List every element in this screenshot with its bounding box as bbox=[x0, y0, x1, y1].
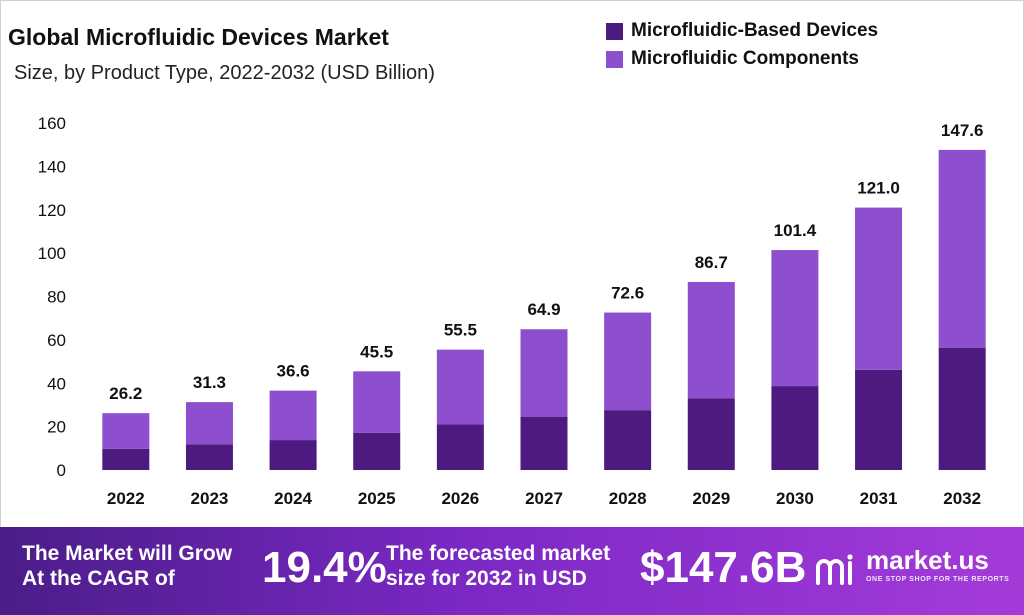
bar-based-devices-2028[interactable] bbox=[604, 410, 652, 470]
chart-subtitle: Size, by Product Type, 2022-2032 (USD Bi… bbox=[14, 62, 435, 84]
bar-components-2029[interactable] bbox=[687, 281, 735, 399]
bar-components-2030[interactable] bbox=[771, 250, 819, 387]
y-tick-label-80: 80 bbox=[47, 288, 66, 307]
bar-components-2028[interactable] bbox=[604, 312, 652, 411]
data-label-2026: 55.5 bbox=[444, 321, 477, 340]
x-tick-label-2022: 2022 bbox=[107, 489, 145, 508]
x-tick-label-2023: 2023 bbox=[191, 489, 229, 508]
legend-swatch-components bbox=[606, 50, 623, 68]
chart-title: Global Microfluidic Devices Market bbox=[8, 24, 389, 50]
bar-based-devices-2030[interactable] bbox=[771, 386, 819, 470]
bar-based-devices-2026[interactable] bbox=[436, 424, 484, 470]
data-label-2032: 147.6 bbox=[941, 121, 984, 140]
x-tick-label-2027: 2027 bbox=[525, 489, 563, 508]
chart-plot: 0 20 40 60 80 100 120 140 160 26.2 2022 31.3 2023 36.… bbox=[38, 114, 986, 508]
x-tick-label-2028: 2028 bbox=[609, 489, 647, 508]
x-tick-label-2025: 2025 bbox=[358, 489, 396, 508]
y-tick-label-20: 20 bbox=[47, 418, 66, 437]
legend-item-components[interactable]: Microfluidic Components bbox=[606, 48, 859, 69]
bar-components-2027[interactable] bbox=[520, 329, 568, 417]
brand-name[interactable]: market.us bbox=[866, 545, 989, 575]
y-tick-label-140: 140 bbox=[38, 157, 66, 176]
bar-components-2024[interactable] bbox=[269, 390, 317, 441]
cagr-value: 19.4% bbox=[262, 543, 387, 592]
y-tick-label-40: 40 bbox=[47, 374, 66, 393]
y-tick-label-0: 0 bbox=[57, 461, 66, 480]
bar-based-devices-2024[interactable] bbox=[269, 440, 317, 470]
x-tick-label-2024: 2024 bbox=[274, 489, 312, 508]
bar-components-2025[interactable] bbox=[353, 371, 401, 433]
data-label-2024: 36.6 bbox=[277, 362, 310, 381]
x-tick-label-2032: 2032 bbox=[943, 489, 981, 508]
y-tick-label-160: 160 bbox=[38, 114, 66, 133]
y-tick-label-60: 60 bbox=[47, 331, 66, 350]
legend-label-components: Microfluidic Components bbox=[631, 48, 859, 69]
footer-banner: The Market will Grow At the CAGR of 19.4… bbox=[0, 527, 1024, 615]
forecast-caption: The forecasted market size for 2032 in U… bbox=[386, 541, 610, 591]
bar-based-devices-2025[interactable] bbox=[353, 432, 401, 470]
bar-based-devices-2027[interactable] bbox=[520, 416, 568, 470]
data-label-2028: 72.6 bbox=[611, 284, 644, 303]
cagr-caption: The Market will Grow At the CAGR of bbox=[22, 541, 232, 591]
x-tick-label-2026: 2026 bbox=[441, 489, 479, 508]
bar-components-2023[interactable] bbox=[185, 402, 233, 445]
data-label-2025: 45.5 bbox=[360, 342, 393, 361]
cagr-caption-line1: The Market will Grow bbox=[22, 542, 233, 565]
legend-item-based-devices[interactable]: Microfluidic-Based Devices bbox=[606, 20, 879, 41]
bar-components-2026[interactable] bbox=[436, 349, 484, 425]
data-label-2029: 86.7 bbox=[695, 253, 728, 272]
bar-components-2022[interactable] bbox=[102, 413, 150, 449]
bar-components-2032[interactable] bbox=[938, 149, 986, 348]
bar-based-devices-2022[interactable] bbox=[102, 448, 150, 470]
market-us-logo-icon[interactable] bbox=[814, 553, 858, 589]
forecast-caption-line1: The forecasted market bbox=[386, 542, 611, 565]
data-label-2027: 64.9 bbox=[527, 300, 560, 319]
data-label-2023: 31.3 bbox=[193, 373, 226, 392]
brand-tagline: ONE STOP SHOP FOR THE REPORTS bbox=[866, 576, 1010, 583]
bar-based-devices-2032[interactable] bbox=[938, 347, 986, 470]
x-tick-label-2029: 2029 bbox=[692, 489, 730, 508]
bar-based-devices-2029[interactable] bbox=[687, 398, 735, 470]
y-tick-label-120: 120 bbox=[38, 201, 66, 220]
bar-based-devices-2023[interactable] bbox=[185, 444, 233, 470]
legend-swatch-based-devices bbox=[606, 22, 623, 40]
forecast-value: $147.6B bbox=[640, 543, 807, 592]
forecast-caption-line2: size for 2032 in USD bbox=[386, 567, 587, 590]
x-tick-label-2030: 2030 bbox=[776, 489, 814, 508]
y-tick-label-100: 100 bbox=[38, 244, 66, 263]
bar-components-2031[interactable] bbox=[855, 207, 903, 370]
x-tick-label-2031: 2031 bbox=[860, 489, 898, 508]
cagr-caption-line2: At the CAGR of bbox=[22, 567, 175, 590]
data-label-2030: 101.4 bbox=[774, 221, 817, 240]
legend-label-based-devices: Microfluidic-Based Devices bbox=[631, 20, 879, 41]
data-label-2022: 26.2 bbox=[109, 384, 142, 403]
bar-based-devices-2031[interactable] bbox=[855, 369, 903, 470]
data-label-2031: 121.0 bbox=[857, 179, 900, 198]
